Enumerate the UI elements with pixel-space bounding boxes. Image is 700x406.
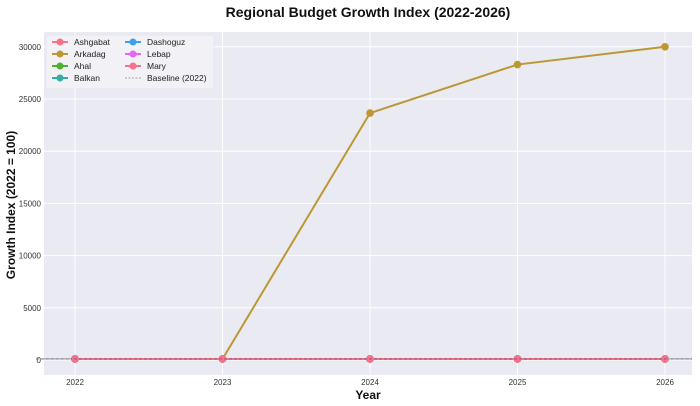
legend-dot-marker <box>129 50 137 58</box>
data-point <box>513 60 522 69</box>
y-axis-ticks: 0 5000 10000 15000 20000 25000 30000 <box>19 43 42 365</box>
y-tick-label: 10000 <box>19 252 42 261</box>
y-tick-label: 20000 <box>19 147 42 156</box>
y-tick-label: 30000 <box>19 43 42 52</box>
x-tick-label: 2023 <box>214 378 232 387</box>
legend-label: Ashgabat <box>74 37 111 47</box>
x-tick-label: 2026 <box>656 378 674 387</box>
legend-label: Arkadag <box>74 49 106 59</box>
x-axis-ticks: 2022 2023 2024 2025 2026 <box>66 378 674 387</box>
y-tick-label: 15000 <box>19 199 42 208</box>
legend-label: Dashoguz <box>147 37 185 47</box>
y-tick-label: 25000 <box>19 95 42 104</box>
legend-item: Balkan <box>52 73 100 83</box>
series-lines <box>44 43 692 363</box>
legend-dot-marker <box>129 62 137 70</box>
y-tick-label: 0 <box>37 356 42 365</box>
legend-label: Lebap <box>147 49 171 59</box>
legend-item: Ashgabat <box>52 37 111 47</box>
y-axis-label: Growth Index (2022 = 100) <box>4 131 18 279</box>
x-tick-label: 2022 <box>66 378 84 387</box>
legend-label: Balkan <box>74 73 100 83</box>
legend-item: Lebap <box>125 49 171 59</box>
legend-dot-marker <box>56 74 64 82</box>
x-tick-label: 2024 <box>361 378 379 387</box>
legend-label: Baseline (2022) <box>147 73 207 83</box>
legend-dot-marker <box>56 62 64 70</box>
data-point <box>513 355 522 363</box>
legend-label: Mary <box>147 61 167 71</box>
data-point <box>661 43 669 51</box>
legend-dot-marker <box>56 50 64 58</box>
legend-item: Baseline (2022) <box>125 73 207 83</box>
y-tick-label: 5000 <box>23 304 41 313</box>
legend-dot-marker <box>56 38 64 46</box>
legend-item: Arkadag <box>52 49 106 59</box>
legend-label: Ahal <box>74 61 91 71</box>
legend-dot-marker <box>129 38 137 46</box>
data-point <box>218 355 227 363</box>
x-tick-label: 2025 <box>509 378 527 387</box>
chart-title: Regional Budget Growth Index (2022-2026) <box>226 4 511 20</box>
legend-item: Ahal <box>52 61 91 71</box>
x-axis-label: Year <box>355 388 381 402</box>
legend: Ashgabat Arkadag Ahal Balkan Dashoguz Lebap Ma… <box>45 34 215 90</box>
legend-box <box>45 34 215 90</box>
legend-item: Dashoguz <box>125 37 185 47</box>
data-point <box>366 109 374 117</box>
legend-item: Mary <box>125 61 167 71</box>
